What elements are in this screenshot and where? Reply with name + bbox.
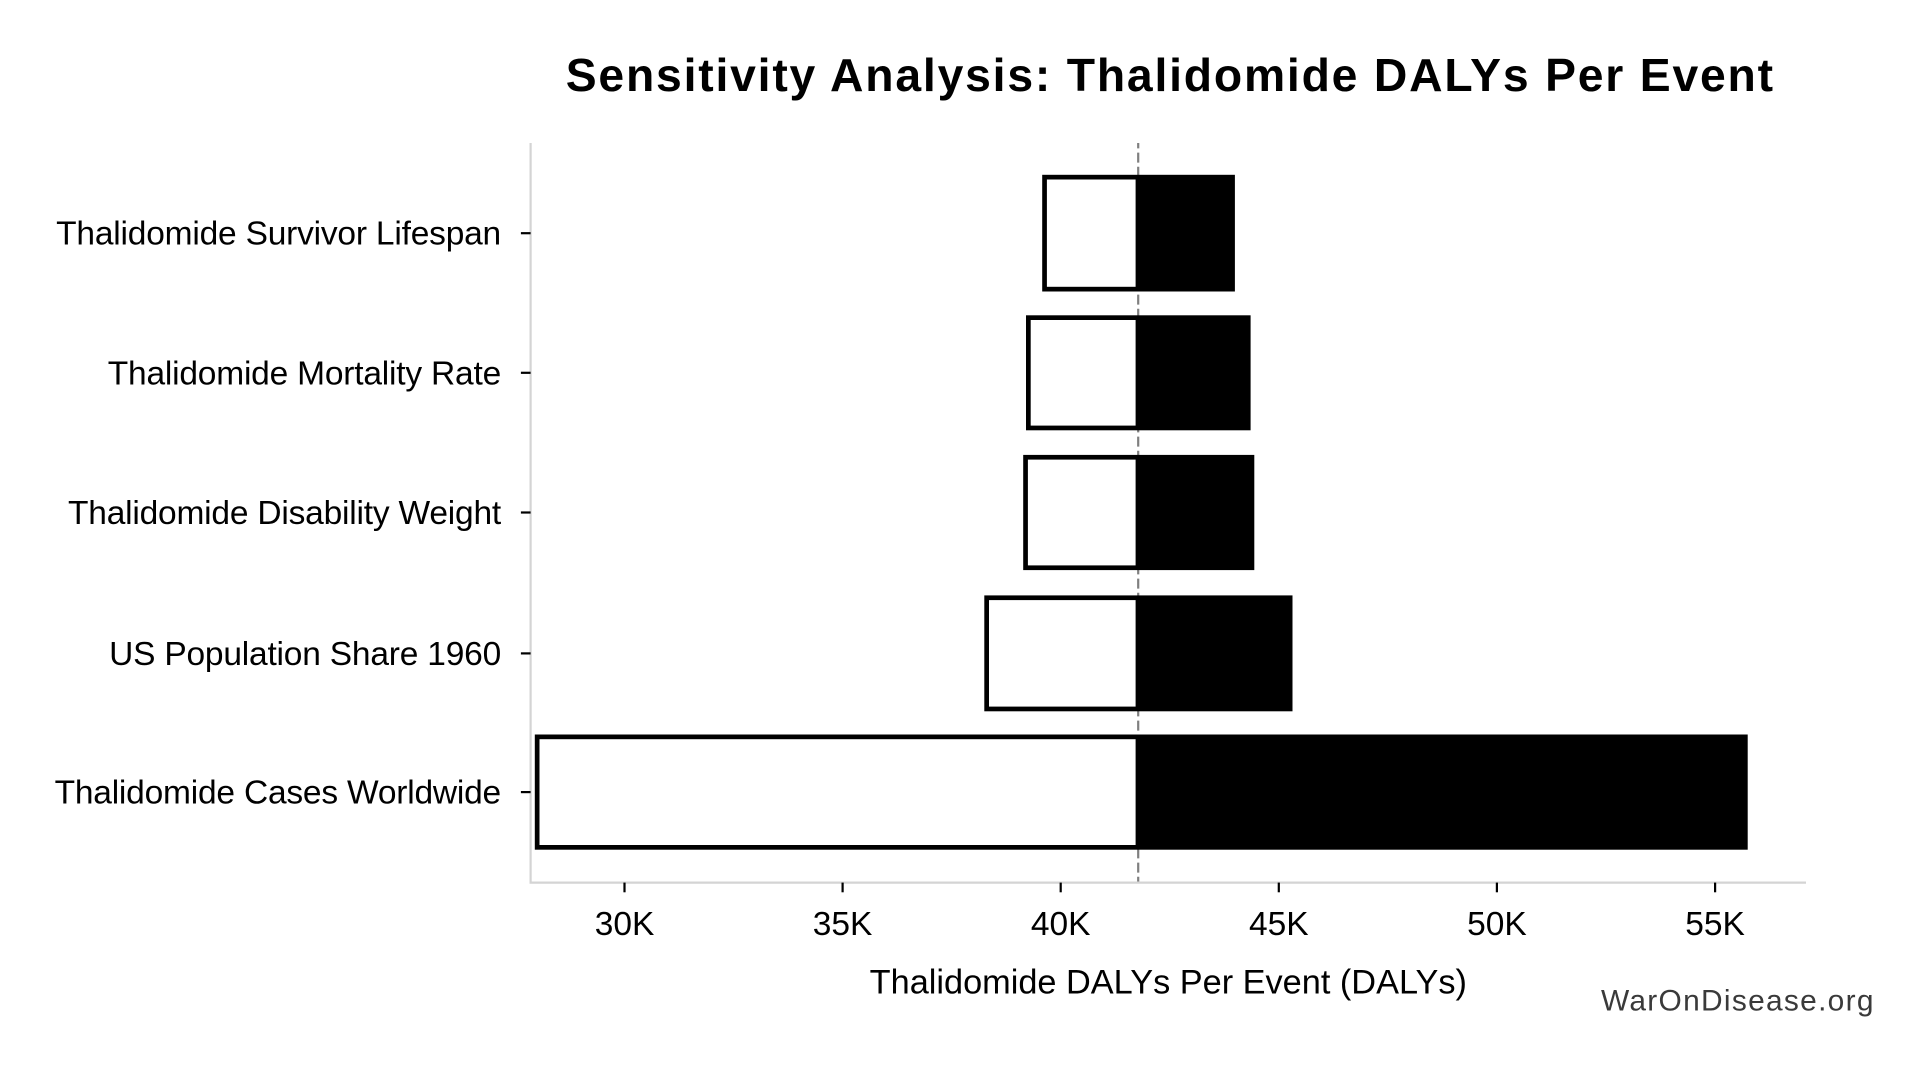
svg-text:WarOnDisease.org: WarOnDisease.org — [1601, 984, 1875, 1017]
svg-text:50K: 50K — [1467, 906, 1527, 943]
svg-text:Thalidomide DALYs Per Event (D: Thalidomide DALYs Per Event (DALYs) — [870, 963, 1467, 1001]
svg-text:55K: 55K — [1685, 906, 1745, 943]
svg-text:Sensitivity Analysis: Thalidom: Sensitivity Analysis: Thalidomide DALYs … — [566, 49, 1775, 101]
svg-text:35K: 35K — [813, 906, 873, 943]
svg-text:45K: 45K — [1249, 906, 1309, 943]
svg-text:40K: 40K — [1031, 906, 1091, 943]
svg-text:US Population Share 1960: US Population Share 1960 — [109, 636, 501, 673]
svg-text:30K: 30K — [595, 906, 655, 943]
svg-text:Thalidomide Cases Worldwide: Thalidomide Cases Worldwide — [55, 775, 501, 812]
svg-text:Thalidomide Mortality Rate: Thalidomide Mortality Rate — [108, 355, 501, 392]
svg-text:Thalidomide Disability Weight: Thalidomide Disability Weight — [68, 495, 502, 532]
svg-text:Thalidomide Survivor Lifespan: Thalidomide Survivor Lifespan — [56, 216, 501, 253]
